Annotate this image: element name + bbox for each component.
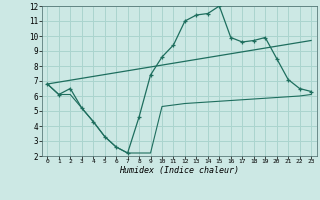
X-axis label: Humidex (Indice chaleur): Humidex (Indice chaleur) [119, 166, 239, 175]
